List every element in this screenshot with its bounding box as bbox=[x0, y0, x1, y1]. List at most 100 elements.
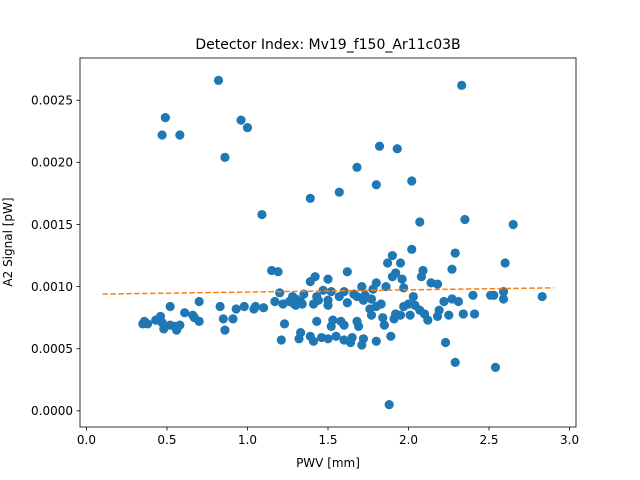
data-point bbox=[258, 303, 269, 313]
data-point bbox=[387, 272, 398, 282]
data-point bbox=[220, 325, 230, 335]
data-point bbox=[450, 357, 460, 367]
data-point bbox=[220, 152, 230, 162]
data-point bbox=[371, 180, 381, 190]
y-tick-label: 0.0020 bbox=[31, 156, 73, 170]
data-point bbox=[440, 337, 451, 348]
y-tick-label: 0.0015 bbox=[31, 218, 73, 232]
data-point bbox=[326, 286, 336, 297]
y-axis-label: A2 Signal [pW] bbox=[1, 197, 15, 286]
y-axis: 0.0000 0.0005 0.0010 0.0015 0.0020 0.0025 bbox=[31, 94, 80, 418]
data-point bbox=[432, 311, 443, 322]
data-point bbox=[342, 298, 352, 308]
data-point bbox=[384, 400, 394, 410]
data-point bbox=[453, 296, 464, 307]
data-point bbox=[157, 130, 167, 140]
y-tick-label: 0.0025 bbox=[31, 94, 73, 108]
data-point bbox=[279, 319, 290, 329]
data-point bbox=[537, 291, 547, 302]
y-tick-label: 0.0000 bbox=[31, 404, 73, 418]
data-point bbox=[432, 279, 443, 289]
y-tick-label: 0.0005 bbox=[31, 342, 73, 356]
data-point bbox=[489, 290, 499, 300]
data-point bbox=[366, 310, 377, 320]
data-point bbox=[334, 187, 344, 197]
data-point bbox=[500, 258, 510, 268]
y-tick-label: 0.0010 bbox=[31, 280, 73, 294]
data-point bbox=[374, 141, 385, 151]
data-point bbox=[508, 219, 518, 230]
data-point bbox=[291, 300, 301, 310]
data-point bbox=[345, 337, 356, 348]
data-point bbox=[366, 294, 377, 304]
data-point bbox=[326, 321, 336, 331]
data-point bbox=[294, 334, 304, 344]
data-point bbox=[389, 314, 399, 324]
data-point bbox=[165, 301, 175, 312]
data-point bbox=[458, 309, 468, 319]
data-point bbox=[399, 301, 409, 312]
data-point bbox=[242, 122, 253, 133]
data-point bbox=[239, 301, 249, 312]
data-point bbox=[392, 144, 402, 154]
data-point bbox=[175, 320, 185, 330]
x-tick-label: 2.5 bbox=[479, 433, 498, 447]
data-point bbox=[352, 162, 362, 172]
data-point bbox=[460, 214, 470, 225]
data-point bbox=[339, 320, 349, 330]
data-point bbox=[218, 314, 228, 324]
data-point bbox=[308, 336, 319, 346]
data-point bbox=[257, 209, 267, 220]
data-point bbox=[323, 334, 333, 344]
x-tick-label: 0.5 bbox=[157, 433, 176, 447]
data-point bbox=[276, 335, 286, 345]
data-point bbox=[323, 274, 333, 284]
x-tick-label: 1.0 bbox=[238, 433, 257, 447]
data-point bbox=[399, 283, 409, 293]
data-point bbox=[354, 321, 364, 331]
data-point bbox=[368, 284, 378, 294]
data-point bbox=[357, 340, 367, 350]
data-point bbox=[308, 299, 319, 309]
chart-title: Detector Index: Mv19_f150_Ar11c03B bbox=[195, 37, 460, 53]
fit-line bbox=[102, 287, 554, 295]
data-point bbox=[381, 282, 391, 292]
plot-area bbox=[79, 57, 577, 428]
data-point bbox=[305, 193, 315, 203]
data-point bbox=[194, 316, 204, 326]
data-point bbox=[159, 324, 169, 334]
data-point bbox=[215, 301, 225, 312]
data-point bbox=[334, 291, 344, 302]
data-point bbox=[160, 113, 170, 123]
data-point bbox=[175, 130, 185, 140]
data-point bbox=[439, 296, 449, 307]
x-tick-label: 3.0 bbox=[560, 433, 579, 447]
data-point bbox=[275, 288, 285, 298]
data-point bbox=[273, 267, 283, 277]
data-point bbox=[342, 267, 352, 277]
x-axis: 0.0 0.5 1.0 1.5 2.0 2.5 3.0 bbox=[77, 427, 579, 447]
data-point bbox=[180, 308, 190, 318]
x-tick-label: 1.5 bbox=[318, 433, 337, 447]
data-point bbox=[386, 331, 396, 341]
data-point bbox=[194, 296, 204, 307]
data-point bbox=[270, 296, 280, 307]
data-point bbox=[498, 294, 509, 304]
data-point bbox=[447, 264, 457, 274]
data-point bbox=[371, 336, 381, 346]
data-point bbox=[405, 310, 415, 320]
data-point bbox=[407, 176, 417, 186]
data-point bbox=[357, 282, 367, 292]
data-point bbox=[358, 295, 369, 305]
data-point bbox=[397, 274, 407, 284]
data-point bbox=[457, 80, 467, 90]
data-point bbox=[382, 258, 393, 268]
data-point bbox=[490, 362, 501, 372]
data-point bbox=[213, 75, 224, 85]
data-point bbox=[143, 319, 153, 329]
data-point bbox=[407, 244, 417, 254]
data-point bbox=[450, 248, 460, 258]
points-layer bbox=[138, 75, 547, 410]
